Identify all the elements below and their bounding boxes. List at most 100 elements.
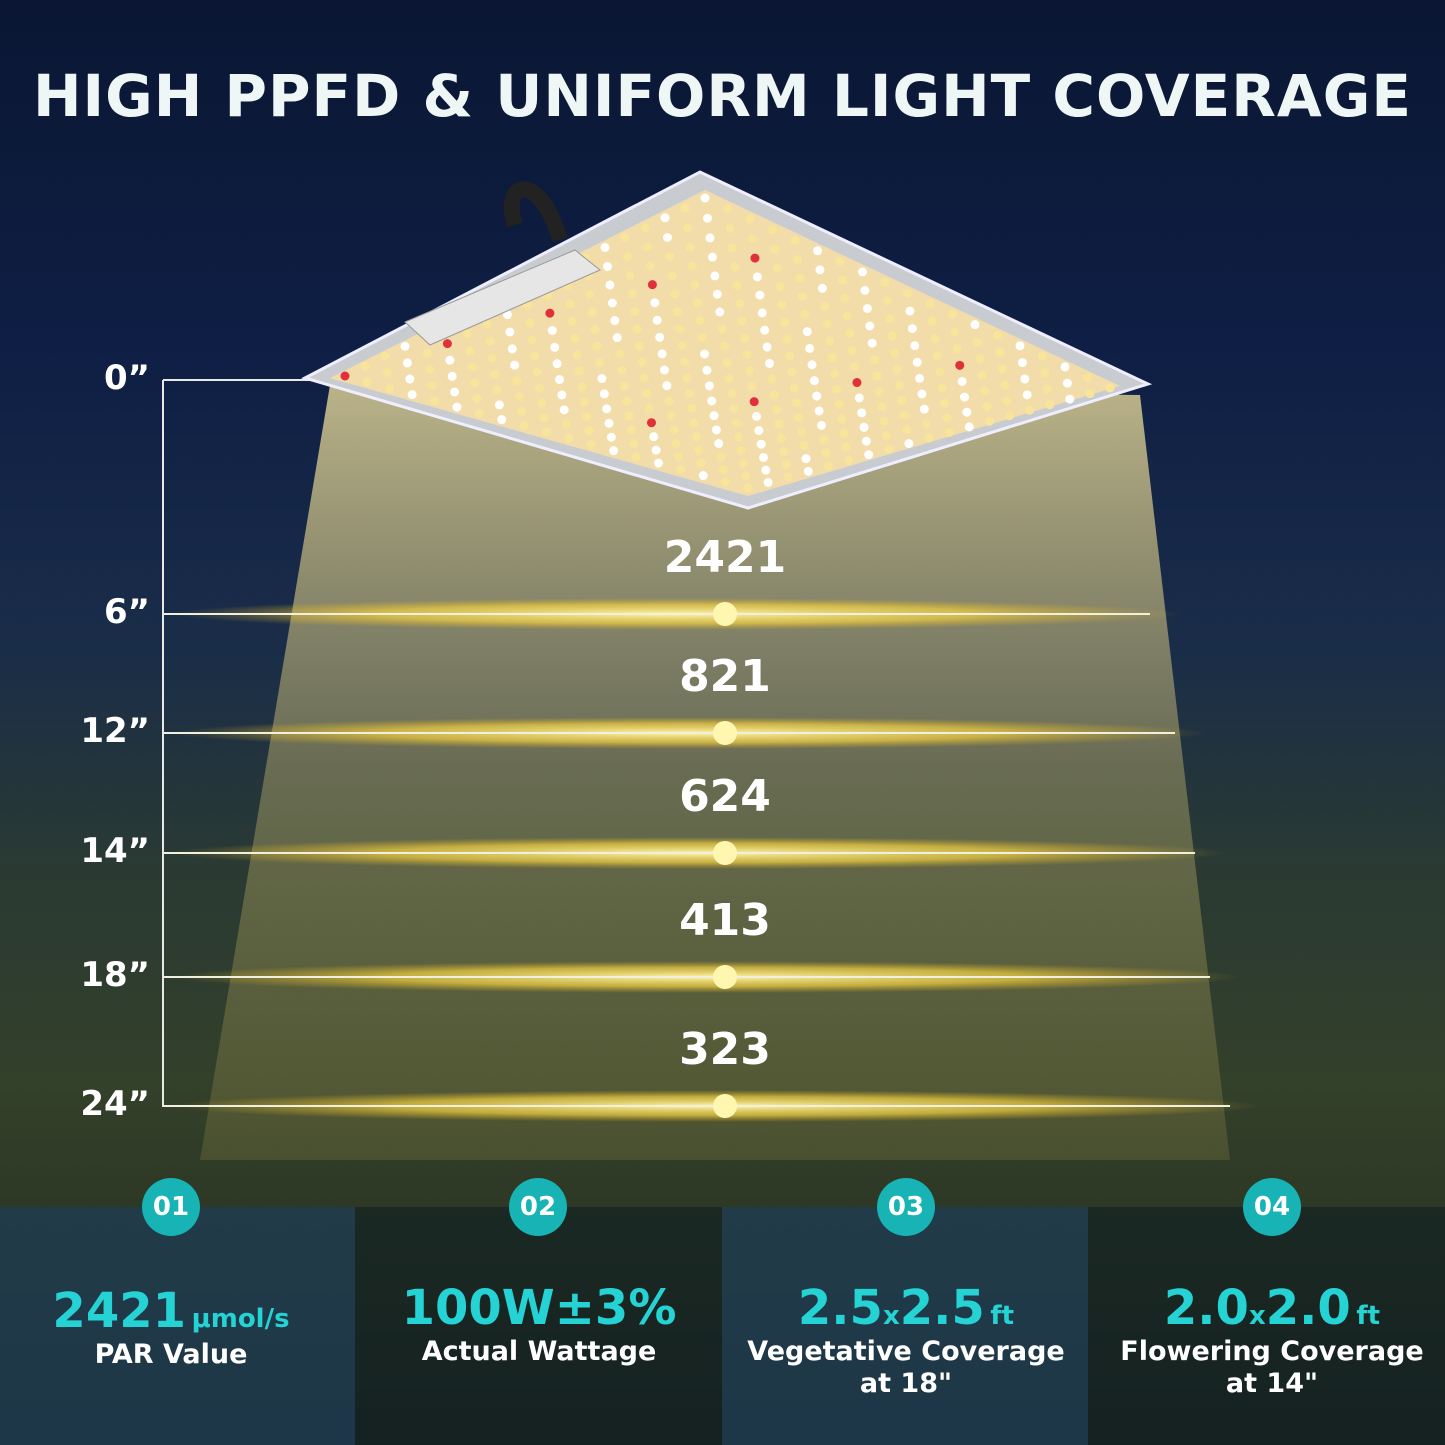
feature-label: Flowering Coverage <box>1120 1336 1424 1367</box>
led <box>827 353 837 363</box>
led <box>631 452 641 462</box>
led <box>717 324 727 334</box>
led <box>800 309 810 319</box>
led <box>882 296 892 306</box>
led <box>507 344 517 354</box>
feature-label: PAR Value <box>94 1339 248 1370</box>
led <box>937 383 947 393</box>
led <box>657 349 667 359</box>
led <box>907 324 917 334</box>
led <box>599 389 609 399</box>
led <box>723 204 732 214</box>
led <box>674 452 684 462</box>
led <box>944 427 954 437</box>
led <box>696 458 706 468</box>
led <box>993 330 1002 340</box>
led <box>857 408 867 418</box>
led <box>892 364 902 374</box>
led <box>647 280 657 290</box>
led <box>740 333 750 343</box>
led <box>837 275 847 285</box>
grow-light-panel <box>301 170 1153 510</box>
led <box>505 327 515 337</box>
led <box>587 307 597 317</box>
led <box>445 355 455 365</box>
led <box>870 355 880 365</box>
led <box>714 439 724 449</box>
led <box>586 439 596 449</box>
led <box>743 483 753 493</box>
led <box>782 334 792 344</box>
feature-unit: ft <box>990 1301 1015 1331</box>
led <box>557 390 567 400</box>
feature-unit: ft <box>1356 1301 1381 1331</box>
feature-value: 2421 <box>52 1283 187 1339</box>
led <box>1017 358 1027 368</box>
led <box>890 348 900 358</box>
led <box>1060 362 1070 372</box>
led <box>514 391 524 401</box>
ppfd-value: 2421 <box>663 532 787 583</box>
led <box>765 358 775 368</box>
feature-label: Vegetative Coverage <box>747 1336 1065 1367</box>
depth-label: 12” <box>80 711 150 751</box>
led <box>537 398 547 408</box>
led <box>642 242 652 252</box>
led <box>761 465 771 475</box>
led <box>691 432 701 442</box>
led <box>1022 390 1032 400</box>
led <box>380 351 390 361</box>
led <box>472 393 482 403</box>
led <box>797 292 807 301</box>
led <box>617 365 627 375</box>
led <box>1083 372 1092 382</box>
led <box>662 381 672 391</box>
led <box>825 336 835 346</box>
led <box>340 371 350 381</box>
led <box>884 444 894 454</box>
led <box>835 256 845 266</box>
led <box>385 383 395 393</box>
led <box>712 289 722 299</box>
led <box>695 315 705 325</box>
ppfd-value: 323 <box>679 1024 771 1075</box>
depth-label: 14” <box>80 831 150 871</box>
led <box>960 392 970 402</box>
led <box>957 376 967 386</box>
led <box>899 410 909 420</box>
led <box>727 389 737 399</box>
led <box>747 382 757 392</box>
led <box>494 400 504 410</box>
led <box>802 327 812 337</box>
led <box>685 242 695 252</box>
led <box>755 290 765 300</box>
feature-times: x <box>1248 1301 1266 1331</box>
led <box>405 374 415 384</box>
measure-point <box>713 1094 737 1118</box>
led <box>650 298 660 308</box>
led <box>670 289 680 299</box>
led <box>665 252 675 262</box>
led <box>1105 383 1115 393</box>
feature-sublabel: at 14" <box>1225 1368 1319 1399</box>
page-title: HIGH PPFD & UNIFORM LIGHT COVERAGE <box>33 62 1412 130</box>
led <box>970 320 980 330</box>
led <box>545 308 555 318</box>
depth-label: 24” <box>80 1084 150 1124</box>
led <box>1085 389 1095 399</box>
led <box>894 380 904 390</box>
led <box>552 359 562 369</box>
led <box>732 281 742 291</box>
led <box>430 396 440 406</box>
led <box>653 458 663 468</box>
led <box>730 262 740 272</box>
led <box>903 288 912 298</box>
led <box>775 282 785 292</box>
led <box>660 213 670 223</box>
led <box>725 224 735 234</box>
led <box>948 309 957 319</box>
led <box>874 386 884 396</box>
led <box>779 446 789 456</box>
led <box>539 413 549 423</box>
led <box>822 319 832 329</box>
